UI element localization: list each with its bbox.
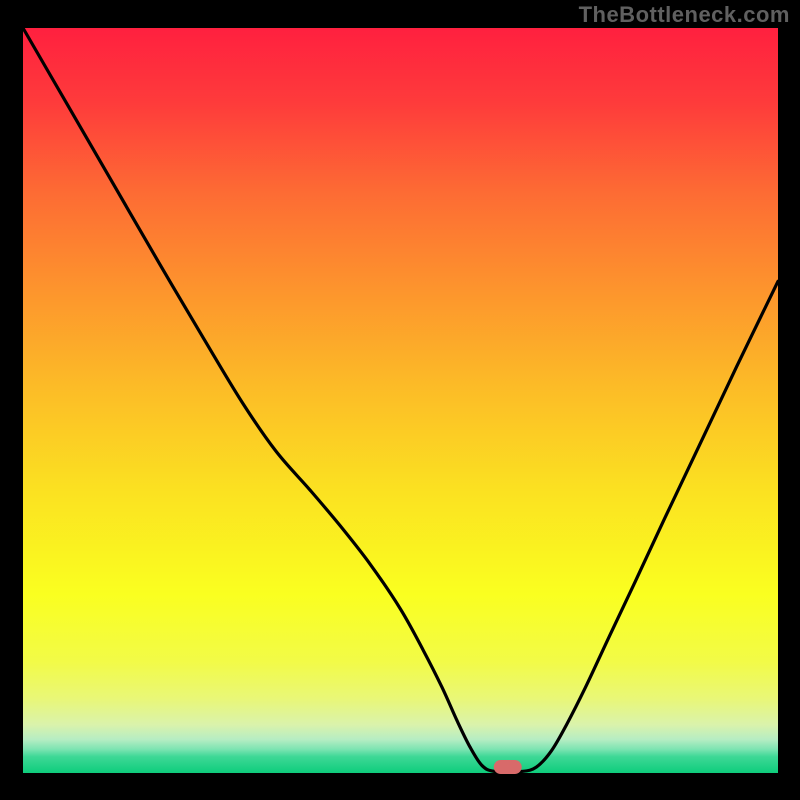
optimum-marker — [494, 760, 522, 774]
gradient-background — [23, 28, 778, 773]
bottleneck-chart — [0, 0, 800, 800]
